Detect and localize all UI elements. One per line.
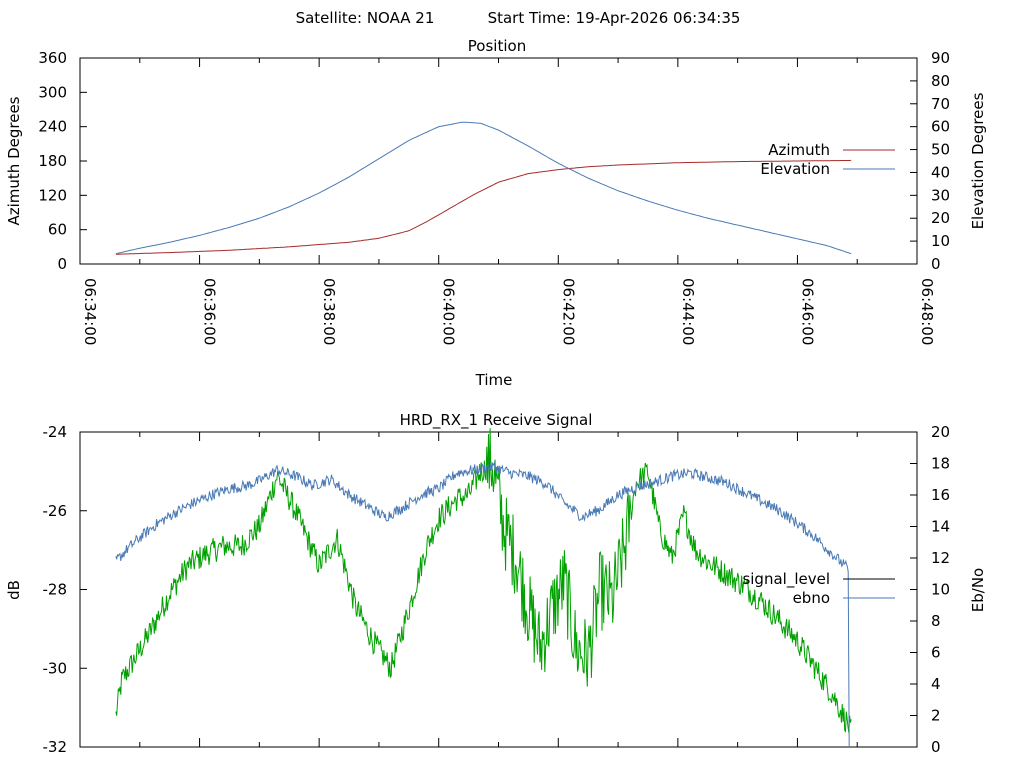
x-tick-label: 06:34:00 bbox=[81, 278, 99, 345]
series-line-ebno bbox=[115, 461, 850, 748]
receive-signal-chart-title: HRD_RX_1 Receive Signal bbox=[400, 411, 593, 430]
ebno-axis-label: Eb/No bbox=[969, 568, 987, 612]
y2-tick-label: 14 bbox=[931, 518, 950, 536]
y2-tick-label: 70 bbox=[931, 95, 950, 113]
y2-tick-label: 60 bbox=[931, 118, 950, 136]
y2-tick-label: 40 bbox=[931, 163, 950, 181]
y-tick-label: 60 bbox=[48, 221, 67, 239]
y2-tick-label: 6 bbox=[931, 644, 941, 662]
legend-label-azimuth: Azimuth bbox=[768, 141, 830, 159]
y2-tick-label: 16 bbox=[931, 486, 950, 504]
series-line-azimuth bbox=[115, 159, 852, 255]
azimuth-axis-label: Azimuth Degrees bbox=[5, 96, 23, 225]
x-tick-label: 06:44:00 bbox=[679, 278, 697, 345]
y-tick-label: -30 bbox=[43, 659, 68, 677]
legend-label-signal-level: signal_level bbox=[742, 570, 830, 589]
y2-tick-label: 18 bbox=[931, 455, 950, 473]
satellite-label: Satellite: NOAA 21 bbox=[296, 9, 435, 27]
y2-tick-label: 2 bbox=[931, 707, 941, 725]
series-line-elevation bbox=[115, 121, 852, 255]
x-tick-label: 06:40:00 bbox=[440, 278, 458, 345]
elevation-axis-label: Elevation Degrees bbox=[969, 92, 987, 229]
x-tick-label: 06:48:00 bbox=[918, 278, 936, 345]
y-tick-label: 240 bbox=[38, 118, 67, 136]
y2-tick-label: 50 bbox=[931, 141, 950, 159]
x-tick-label: 06:38:00 bbox=[320, 278, 338, 345]
y-tick-label: 180 bbox=[38, 152, 67, 170]
legend-label-elevation: Elevation bbox=[760, 160, 830, 178]
y2-tick-label: 90 bbox=[931, 49, 950, 67]
start-time-label: Start Time: 19-Apr-2026 06:34:35 bbox=[488, 9, 741, 27]
y2-tick-label: 0 bbox=[931, 255, 941, 273]
y-tick-label: 360 bbox=[38, 49, 67, 67]
y-tick-label: -32 bbox=[43, 738, 68, 756]
legend-label-ebno: ebno bbox=[793, 589, 830, 607]
y-tick-label: 0 bbox=[57, 255, 67, 273]
y-tick-label: 300 bbox=[38, 83, 67, 101]
time-axis-label: Time bbox=[475, 371, 513, 389]
y-tick-label: -26 bbox=[43, 502, 68, 520]
db-axis-label: dB bbox=[5, 580, 23, 600]
y2-tick-label: 8 bbox=[931, 612, 941, 630]
y-tick-label: -24 bbox=[43, 423, 68, 441]
position-chart-title: Position bbox=[468, 37, 526, 55]
x-tick-label: 06:46:00 bbox=[798, 278, 816, 345]
y2-tick-label: 0 bbox=[931, 738, 941, 756]
y2-tick-label: 4 bbox=[931, 675, 941, 693]
y2-tick-label: 20 bbox=[931, 423, 950, 441]
receive-signal-chart: HRD_RX_1 Receive Signal dB Eb/No -24 -26 -… bbox=[5, 411, 987, 756]
y2-tick-label: 10 bbox=[931, 232, 950, 250]
y-tick-label: 120 bbox=[38, 186, 67, 204]
x-tick-label: 06:42:00 bbox=[559, 278, 577, 345]
y2-tick-label: 20 bbox=[931, 209, 950, 227]
y2-tick-label: 12 bbox=[931, 549, 950, 567]
x-tick-label: 06:36:00 bbox=[201, 278, 219, 345]
y2-tick-label: 10 bbox=[931, 581, 950, 599]
y2-tick-label: 30 bbox=[931, 186, 950, 204]
y-tick-label: -28 bbox=[43, 581, 68, 599]
position-chart: Position Azimuth Degrees Elevation Degre… bbox=[5, 37, 987, 389]
y2-tick-label: 80 bbox=[931, 72, 950, 90]
series-line-signal-level bbox=[115, 428, 852, 733]
